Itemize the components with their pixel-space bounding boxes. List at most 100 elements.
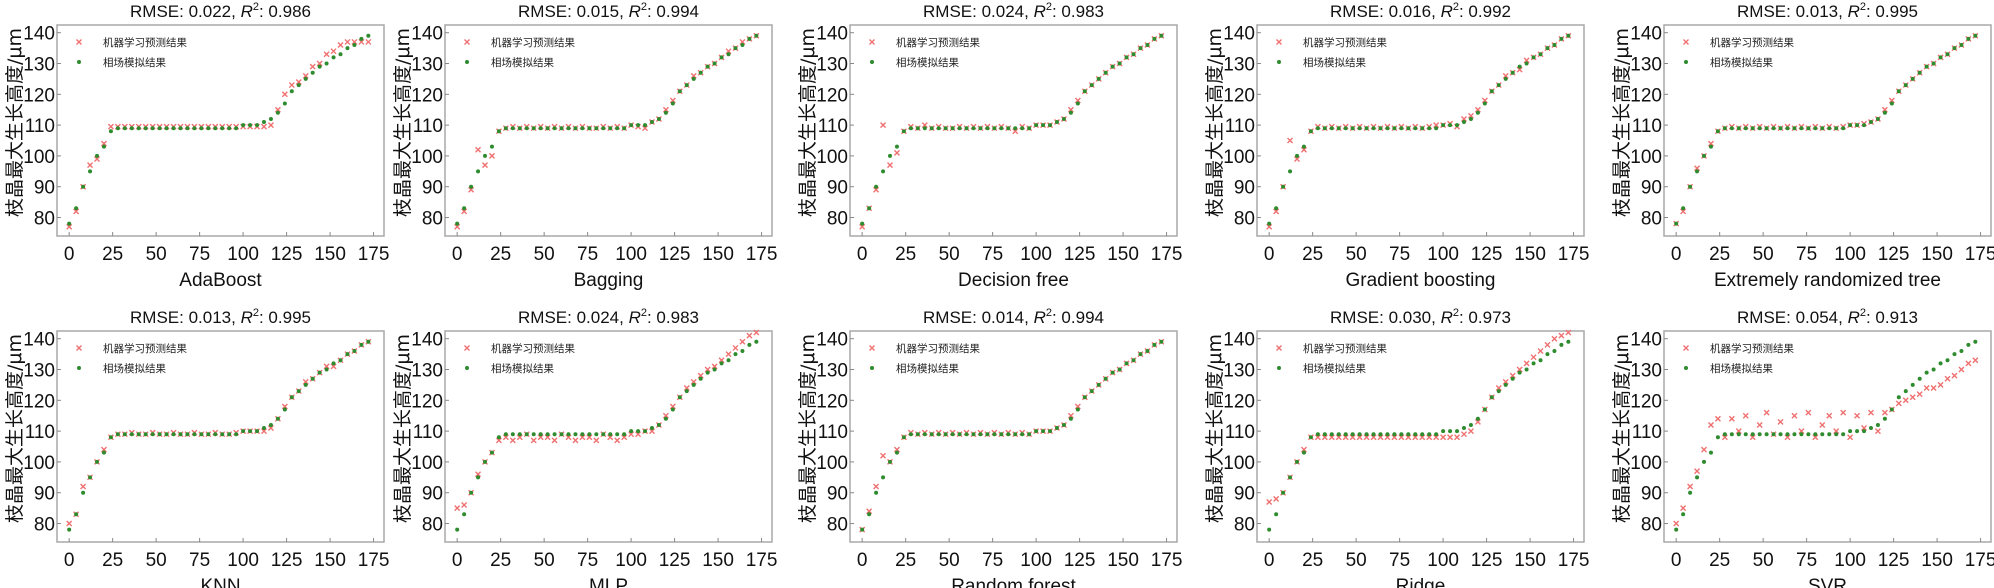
phase-field-point <box>192 126 197 131</box>
phase-field-point <box>608 126 613 131</box>
phase-field-point <box>1959 349 1964 354</box>
prediction-point <box>281 403 288 410</box>
phase-field-point <box>143 432 148 437</box>
phase-field-point <box>594 126 599 131</box>
y-axis-label: 枝晶最大生长高度/μm <box>4 334 26 523</box>
phase-field-point <box>150 126 155 131</box>
prediction-point <box>1937 381 1944 388</box>
phase-field-point <box>1117 367 1122 372</box>
phase-field-point <box>656 116 661 121</box>
x-tick-label: 75 <box>1796 244 1817 265</box>
title-r: R <box>241 308 253 327</box>
phase-field-point <box>1489 395 1494 400</box>
phase-field-point <box>580 126 585 131</box>
title-sup: 2 <box>641 307 647 319</box>
phase-field-point <box>366 339 371 344</box>
phase-field-point <box>629 429 634 434</box>
x-tick-label: 150 <box>1107 244 1139 265</box>
phase-field-point <box>268 116 273 121</box>
phase-field-point <box>101 450 106 455</box>
prediction-point <box>66 223 73 230</box>
x-tick-label: 0 <box>1671 550 1682 571</box>
phase-field-point <box>601 432 606 437</box>
phase-field-point <box>1336 126 1341 131</box>
phase-field-point <box>888 153 893 158</box>
prediction-point <box>461 502 468 509</box>
legend-label-phase-field: 相场模拟结果 <box>491 56 554 69</box>
phase-field-point <box>1027 432 1032 437</box>
prediction-point <box>1273 208 1280 215</box>
phase-field-point <box>573 126 578 131</box>
prediction-point <box>365 38 372 45</box>
x-tick-label: 100 <box>1834 244 1866 265</box>
y-tick-label: 140 <box>1223 24 1255 45</box>
prediction-point <box>1742 412 1749 419</box>
phase-field-point <box>1868 426 1873 431</box>
prediction-point <box>1074 97 1081 104</box>
legend-label-prediction: 机器学习预测结果 <box>896 36 980 49</box>
phase-field-point <box>1896 89 1901 94</box>
phase-field-point <box>901 129 906 134</box>
prediction-point <box>1916 391 1923 398</box>
phase-field-point <box>1378 126 1383 131</box>
phase-field-point <box>531 126 536 131</box>
x-tick-label: 100 <box>227 550 259 571</box>
legend-marker-prediction <box>76 345 82 351</box>
phase-field-point <box>1489 89 1494 94</box>
prediction-point <box>1909 394 1916 401</box>
legend-label-prediction: 机器学习预测结果 <box>103 342 187 355</box>
prediction-point <box>1854 412 1861 419</box>
x-tick-label: 150 <box>1514 244 1546 265</box>
y-tick-label: 120 <box>23 391 55 412</box>
phase-field-point <box>860 527 865 532</box>
title-r2: : 0.983 <box>1052 2 1104 21</box>
x-tick-label: 100 <box>1834 550 1866 571</box>
title-r2: : 0.913 <box>1866 308 1918 327</box>
phase-field-point <box>1343 126 1348 131</box>
prediction-point <box>1826 412 1833 419</box>
phase-field-point <box>1702 459 1707 464</box>
prediction-point <box>260 123 267 130</box>
prediction-point <box>607 434 614 441</box>
prediction-point <box>683 384 690 391</box>
phase-field-point <box>1048 429 1053 434</box>
phase-field-point <box>670 101 675 106</box>
phase-field-point <box>552 432 557 437</box>
phase-field-point <box>469 184 474 189</box>
phase-field-point <box>289 89 294 94</box>
prediction-point <box>1467 428 1474 435</box>
prediction-point <box>351 38 358 45</box>
phase-field-point <box>1145 43 1150 48</box>
y-tick-label: 80 <box>34 209 55 230</box>
prediction-point <box>1972 357 1979 364</box>
phase-field-point <box>352 349 357 354</box>
phase-field-point <box>747 36 752 41</box>
x-tick-label: 50 <box>1753 550 1774 571</box>
prediction-point <box>725 48 732 55</box>
x-tick-label: 0 <box>452 550 463 571</box>
phase-field-point <box>1903 83 1908 88</box>
prediction-point <box>1273 495 1280 502</box>
x-axis-label: KNN <box>200 576 240 588</box>
phase-field-point <box>1096 76 1101 81</box>
x-tick-label: 25 <box>895 244 916 265</box>
title-r: R <box>1848 308 1860 327</box>
phase-field-point <box>1708 144 1713 149</box>
prediction-point <box>267 122 274 129</box>
y-tick-label: 130 <box>1630 55 1662 76</box>
y-axis-label: 枝晶最大生长高度/μm <box>4 28 26 217</box>
phase-field-point <box>489 450 494 455</box>
phase-field-point <box>1315 432 1320 437</box>
y-tick-label: 130 <box>1223 55 1255 76</box>
title-rmse: RMSE: 0.030, <box>1330 308 1441 327</box>
phase-field-point <box>171 432 176 437</box>
prediction-point <box>1687 483 1694 490</box>
legend-label-phase-field: 相场模拟结果 <box>1710 362 1773 375</box>
phase-field-point <box>712 61 717 66</box>
legend-marker-phase-field <box>465 60 469 64</box>
prediction-point <box>1509 372 1516 379</box>
prediction-point <box>1363 434 1370 441</box>
prediction-point <box>1707 140 1714 147</box>
prediction-point <box>669 97 676 104</box>
legend-label-phase-field: 相场模拟结果 <box>1303 56 1366 69</box>
